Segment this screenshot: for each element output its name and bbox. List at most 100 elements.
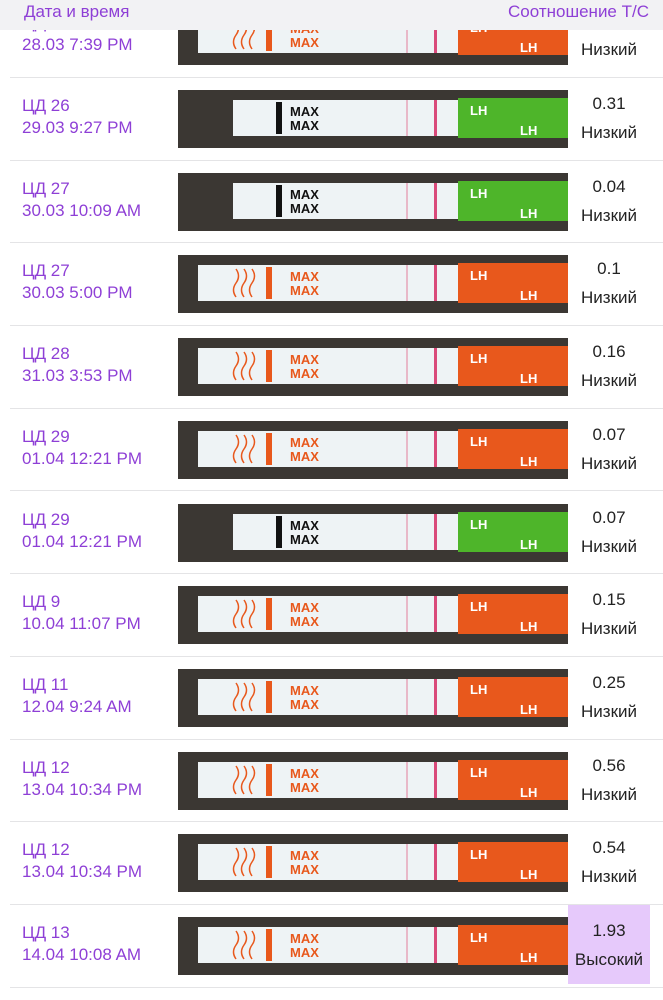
wave (248, 268, 256, 298)
test-line (406, 844, 408, 881)
max-bar (276, 184, 282, 217)
strip-pad (458, 842, 568, 883)
test-row[interactable]: ЦД 27 30.03 5:00 PM MAX MAX LH LH 0.1 Низкий (0, 243, 663, 327)
lh-label: LH (520, 206, 537, 221)
lh-label: LH (520, 950, 537, 965)
separator (10, 407, 663, 409)
cycle-day: ЦД 9 (22, 592, 61, 612)
cycle-day: ЦД 13 (22, 923, 70, 942)
test-row[interactable]: ЦД 12 13.04 10:34 PM MAX MAX LH LH 0.54 Низкий (0, 822, 663, 905)
test-line (406, 678, 408, 715)
lh-label: LH (470, 103, 487, 118)
lh-label: LH (470, 930, 487, 945)
separator (10, 903, 663, 905)
cycle-day: ЦД 27 (22, 261, 70, 281)
wave (248, 599, 256, 629)
ratio: 0.04 (592, 176, 626, 196)
test-row[interactable]: ЦД 27 30.03 10:09 AM MAX MAX LH LH 0.04 Низкий (0, 161, 663, 244)
max-label: MAX (290, 187, 319, 202)
wave (248, 765, 256, 795)
max-bar (276, 515, 282, 548)
control-line (434, 430, 437, 467)
ratio: 1.93 (592, 921, 626, 940)
lh-label: LH (470, 434, 487, 449)
max-label: MAX (290, 931, 319, 946)
date-time: 14.04 10:08 AM (22, 945, 142, 964)
max-label: MAX (290, 118, 319, 133)
strip-pad (458, 759, 568, 800)
max-label: MAX (290, 366, 319, 381)
date-time: 01.04 12:21 PM (22, 448, 143, 468)
wave (240, 765, 248, 795)
cycle-day: ЦД 28 (22, 344, 70, 364)
separator (10, 242, 663, 244)
date-time: 30.03 10:09 AM (22, 200, 142, 220)
ratio: 0.07 (592, 507, 626, 527)
max-bar (266, 267, 272, 300)
result: Низкий (581, 701, 637, 721)
lh-label: LH (470, 186, 487, 201)
wave (240, 682, 248, 712)
test-row[interactable]: ЦД 26 29.03 9:27 PM MAX MAX LH LH 0.31 Низкий (0, 78, 663, 161)
test-line (406, 100, 408, 136)
ratio: 0.07 (592, 424, 626, 444)
max-bar (266, 929, 272, 961)
strip-pad (458, 511, 568, 552)
separator (10, 738, 663, 740)
date-time: 12.04 9:24 AM (22, 696, 132, 716)
strip-pad (458, 263, 568, 304)
max-bar (266, 598, 272, 631)
test-row[interactable]: ЦД 28 31.03 3:53 PM MAX MAX LH LH 0.16 Низкий (0, 326, 663, 409)
ratio: 0.16 (592, 342, 626, 362)
header-left[interactable]: Дата и время (24, 2, 130, 21)
lh-label: LH (470, 682, 487, 697)
control-line (434, 182, 437, 219)
strip-pad (458, 428, 568, 469)
wave (248, 847, 256, 877)
control-line (434, 761, 437, 798)
result-cell: 1.93 Высокий (568, 905, 650, 984)
wave (232, 599, 240, 629)
control-line (434, 927, 437, 963)
result-cell: 0.04 Низкий (568, 161, 650, 240)
strip-pad (458, 925, 568, 965)
separator (10, 159, 663, 161)
cycle-day: ЦД 12 (22, 840, 70, 860)
header-right[interactable]: Соотношение Т/С (508, 2, 649, 21)
wave (248, 434, 256, 464)
max-label: MAX (290, 518, 319, 533)
strip-pad (458, 180, 568, 221)
wave (248, 351, 256, 381)
test-row[interactable]: ЦД 13 14.04 10:08 AM MAX MAX LH LH 1.93 Высокий (0, 905, 663, 988)
wave (232, 351, 240, 381)
max-bar (266, 763, 272, 796)
max-label: MAX (290, 780, 319, 795)
lh-label: LH (470, 599, 487, 614)
test-row[interactable]: ЦД 29 01.04 12:21 PM MAX MAX LH LH 0.07 Низкий (0, 492, 663, 575)
test-row[interactable]: ЦД 29 01.04 12:21 PM MAX MAX LH LH 0.07 Низкий (0, 409, 663, 492)
lh-label: LH (520, 288, 537, 303)
separator (10, 490, 663, 492)
lh-label: LH (470, 847, 487, 862)
test-row[interactable]: ЦД 9 10.04 11:07 PM MAX MAX LH LH 0.15 Низкий (0, 574, 663, 657)
max-label: MAX (290, 352, 319, 367)
max-label: MAX (290, 269, 319, 284)
wave (232, 682, 240, 712)
test-row[interactable]: ЦД 11 12.04 9:24 AM MAX MAX LH LH 0.25 Низкий (0, 657, 663, 740)
strip-pad (458, 594, 568, 635)
cycle-day: ЦД 27 (22, 178, 70, 198)
test-row[interactable]: ЦД 12 13.04 10:34 PM MAX MAX LH LH 0.56 Низкий (0, 740, 663, 823)
test-line (406, 513, 408, 550)
lh-label: LH (520, 454, 537, 469)
cycle-day: ЦД 11 (22, 674, 69, 694)
max-bar (266, 19, 272, 52)
control-line (434, 100, 437, 136)
separator (10, 573, 663, 575)
separator (10, 77, 663, 78)
result-cell: 0.1 Низкий (568, 243, 650, 322)
date-time: 29.03 9:27 PM (22, 118, 133, 137)
